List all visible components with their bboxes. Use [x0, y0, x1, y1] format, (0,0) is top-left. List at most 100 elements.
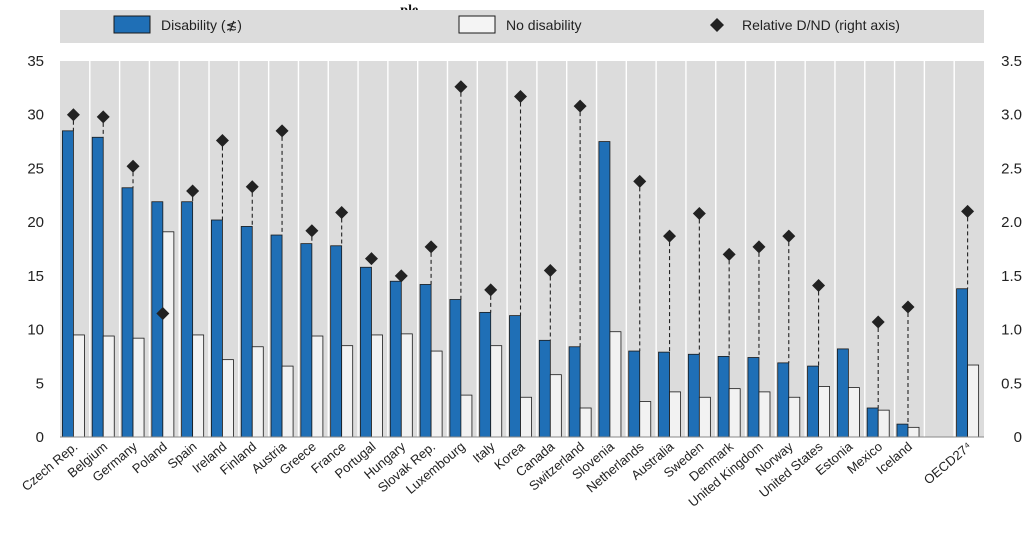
bar-no-disability — [669, 391, 681, 438]
bar-disability — [300, 243, 313, 438]
bar-disability — [628, 350, 641, 438]
bar-no-disability — [192, 334, 205, 438]
bar-no-disability — [847, 387, 860, 438]
relative-marker — [245, 180, 259, 194]
relative-marker — [215, 133, 229, 147]
relative-marker — [901, 300, 915, 314]
bar-disability — [777, 362, 790, 438]
bar-disability — [211, 219, 223, 438]
y-right-tick-label: 1.5 — [1001, 268, 1022, 285]
bar-no-disability — [371, 334, 383, 438]
bar-disability — [836, 348, 849, 438]
bar-no-disability — [400, 333, 413, 438]
legend-label-relative: Relative D/ND (right axis) — [742, 17, 900, 33]
bar-no-disability — [430, 350, 443, 438]
bar-disability — [687, 353, 700, 438]
bar-no-disability — [490, 345, 503, 438]
relative-marker — [186, 184, 200, 198]
bar-disability — [717, 356, 730, 438]
y-left-tick-label: 30 — [27, 107, 44, 124]
bar-disability — [509, 315, 521, 438]
y-right-tick-label: 3.5 — [1001, 53, 1022, 70]
bar-disability — [121, 187, 134, 438]
relative-marker — [394, 269, 408, 283]
y-left-tick-label: 10 — [27, 322, 44, 339]
bar-disability — [747, 357, 760, 438]
y-left-tick-label: 25 — [27, 160, 44, 177]
bar-disability — [568, 346, 581, 438]
relative-marker — [424, 240, 438, 254]
category-labels: Czech Rep.BelgiumGermanyPolandSpainIrela… — [19, 438, 975, 509]
legend: Disability (≴) No disability Relative D/… — [60, 10, 984, 43]
y-right-tick-label: 0 — [1014, 429, 1022, 446]
bar-disability — [61, 130, 74, 438]
bar-no-disability — [460, 394, 473, 438]
bar-no-disability — [698, 396, 711, 438]
y-right-tick-label: 0.5 — [1001, 375, 1022, 392]
bar-no-disability — [341, 345, 354, 438]
relative-marker — [692, 207, 706, 221]
bar-no-disability — [609, 331, 622, 438]
legend-swatch-no-disability — [458, 15, 496, 34]
axes: 0 5 10 15 20 25 30 35 0 0.5 1.0 1.5 2.0 2.5 3.0 3.5 — [27, 53, 1022, 446]
bar-no-disability — [639, 401, 652, 438]
category-label: Poland — [129, 439, 170, 477]
bar-disability — [91, 136, 104, 438]
bar-no-disability — [907, 426, 920, 438]
bar-disability — [389, 280, 402, 438]
y-left-tick-label: 0 — [36, 429, 44, 446]
relative-marker — [871, 315, 885, 329]
bar-disability — [151, 201, 164, 438]
relative-marker — [752, 240, 766, 254]
y-left-tick-label: 5 — [36, 375, 44, 392]
bar-disability — [658, 351, 670, 438]
y-right-tick-label: 2.5 — [1001, 160, 1022, 177]
legend-background — [60, 10, 984, 43]
relative-marker — [484, 283, 498, 297]
bar-disability — [866, 407, 879, 438]
relative-marker — [335, 205, 349, 219]
relative-marker — [126, 159, 140, 173]
y-right-tick-label: 2.0 — [1001, 214, 1022, 231]
bar-no-disability — [520, 396, 532, 438]
bar-disability — [181, 201, 194, 438]
y-left-tick-label: 35 — [27, 53, 44, 70]
bar-no-disability — [788, 396, 801, 438]
relative-marker — [633, 174, 647, 188]
bar-no-disability — [818, 386, 831, 438]
bar-no-disability — [728, 388, 741, 438]
legend-label-disability: Disability (≴) — [161, 17, 242, 33]
legend-swatch-disability — [113, 15, 151, 34]
y-left-tick-label: 15 — [27, 268, 44, 285]
bar-disability — [330, 245, 343, 438]
bar-disability — [270, 234, 283, 438]
bar-no-disability — [222, 359, 234, 438]
bar-disability — [479, 311, 492, 438]
relative-marker — [663, 229, 677, 243]
relative-marker — [812, 279, 826, 293]
relative-marker — [156, 306, 170, 320]
bar-disability — [598, 141, 611, 438]
relative-marker — [543, 263, 557, 277]
bar-disability — [240, 226, 253, 438]
bar-disability — [360, 266, 372, 438]
legend-label-no-disability: No disability — [506, 17, 581, 33]
bar-no-disability — [758, 391, 771, 438]
bar-disability — [896, 423, 909, 438]
bar-no-disability — [162, 231, 175, 438]
relative-marker — [722, 247, 736, 261]
bar-no-disability — [73, 334, 85, 438]
relative-marker — [275, 124, 289, 138]
bar-no-disability — [877, 409, 890, 438]
relative-marker — [96, 110, 110, 124]
category-label: OECD27⁴ — [921, 439, 975, 488]
bar-no-disability — [281, 365, 294, 438]
bar-no-disability — [311, 335, 324, 438]
bar-no-disability — [251, 346, 264, 438]
relative-marker — [66, 108, 80, 122]
relative-marker — [454, 80, 468, 94]
bar-no-disability — [549, 374, 562, 438]
legend-diamond-icon — [710, 18, 724, 32]
y-right-tick-label: 3.0 — [1001, 107, 1022, 124]
